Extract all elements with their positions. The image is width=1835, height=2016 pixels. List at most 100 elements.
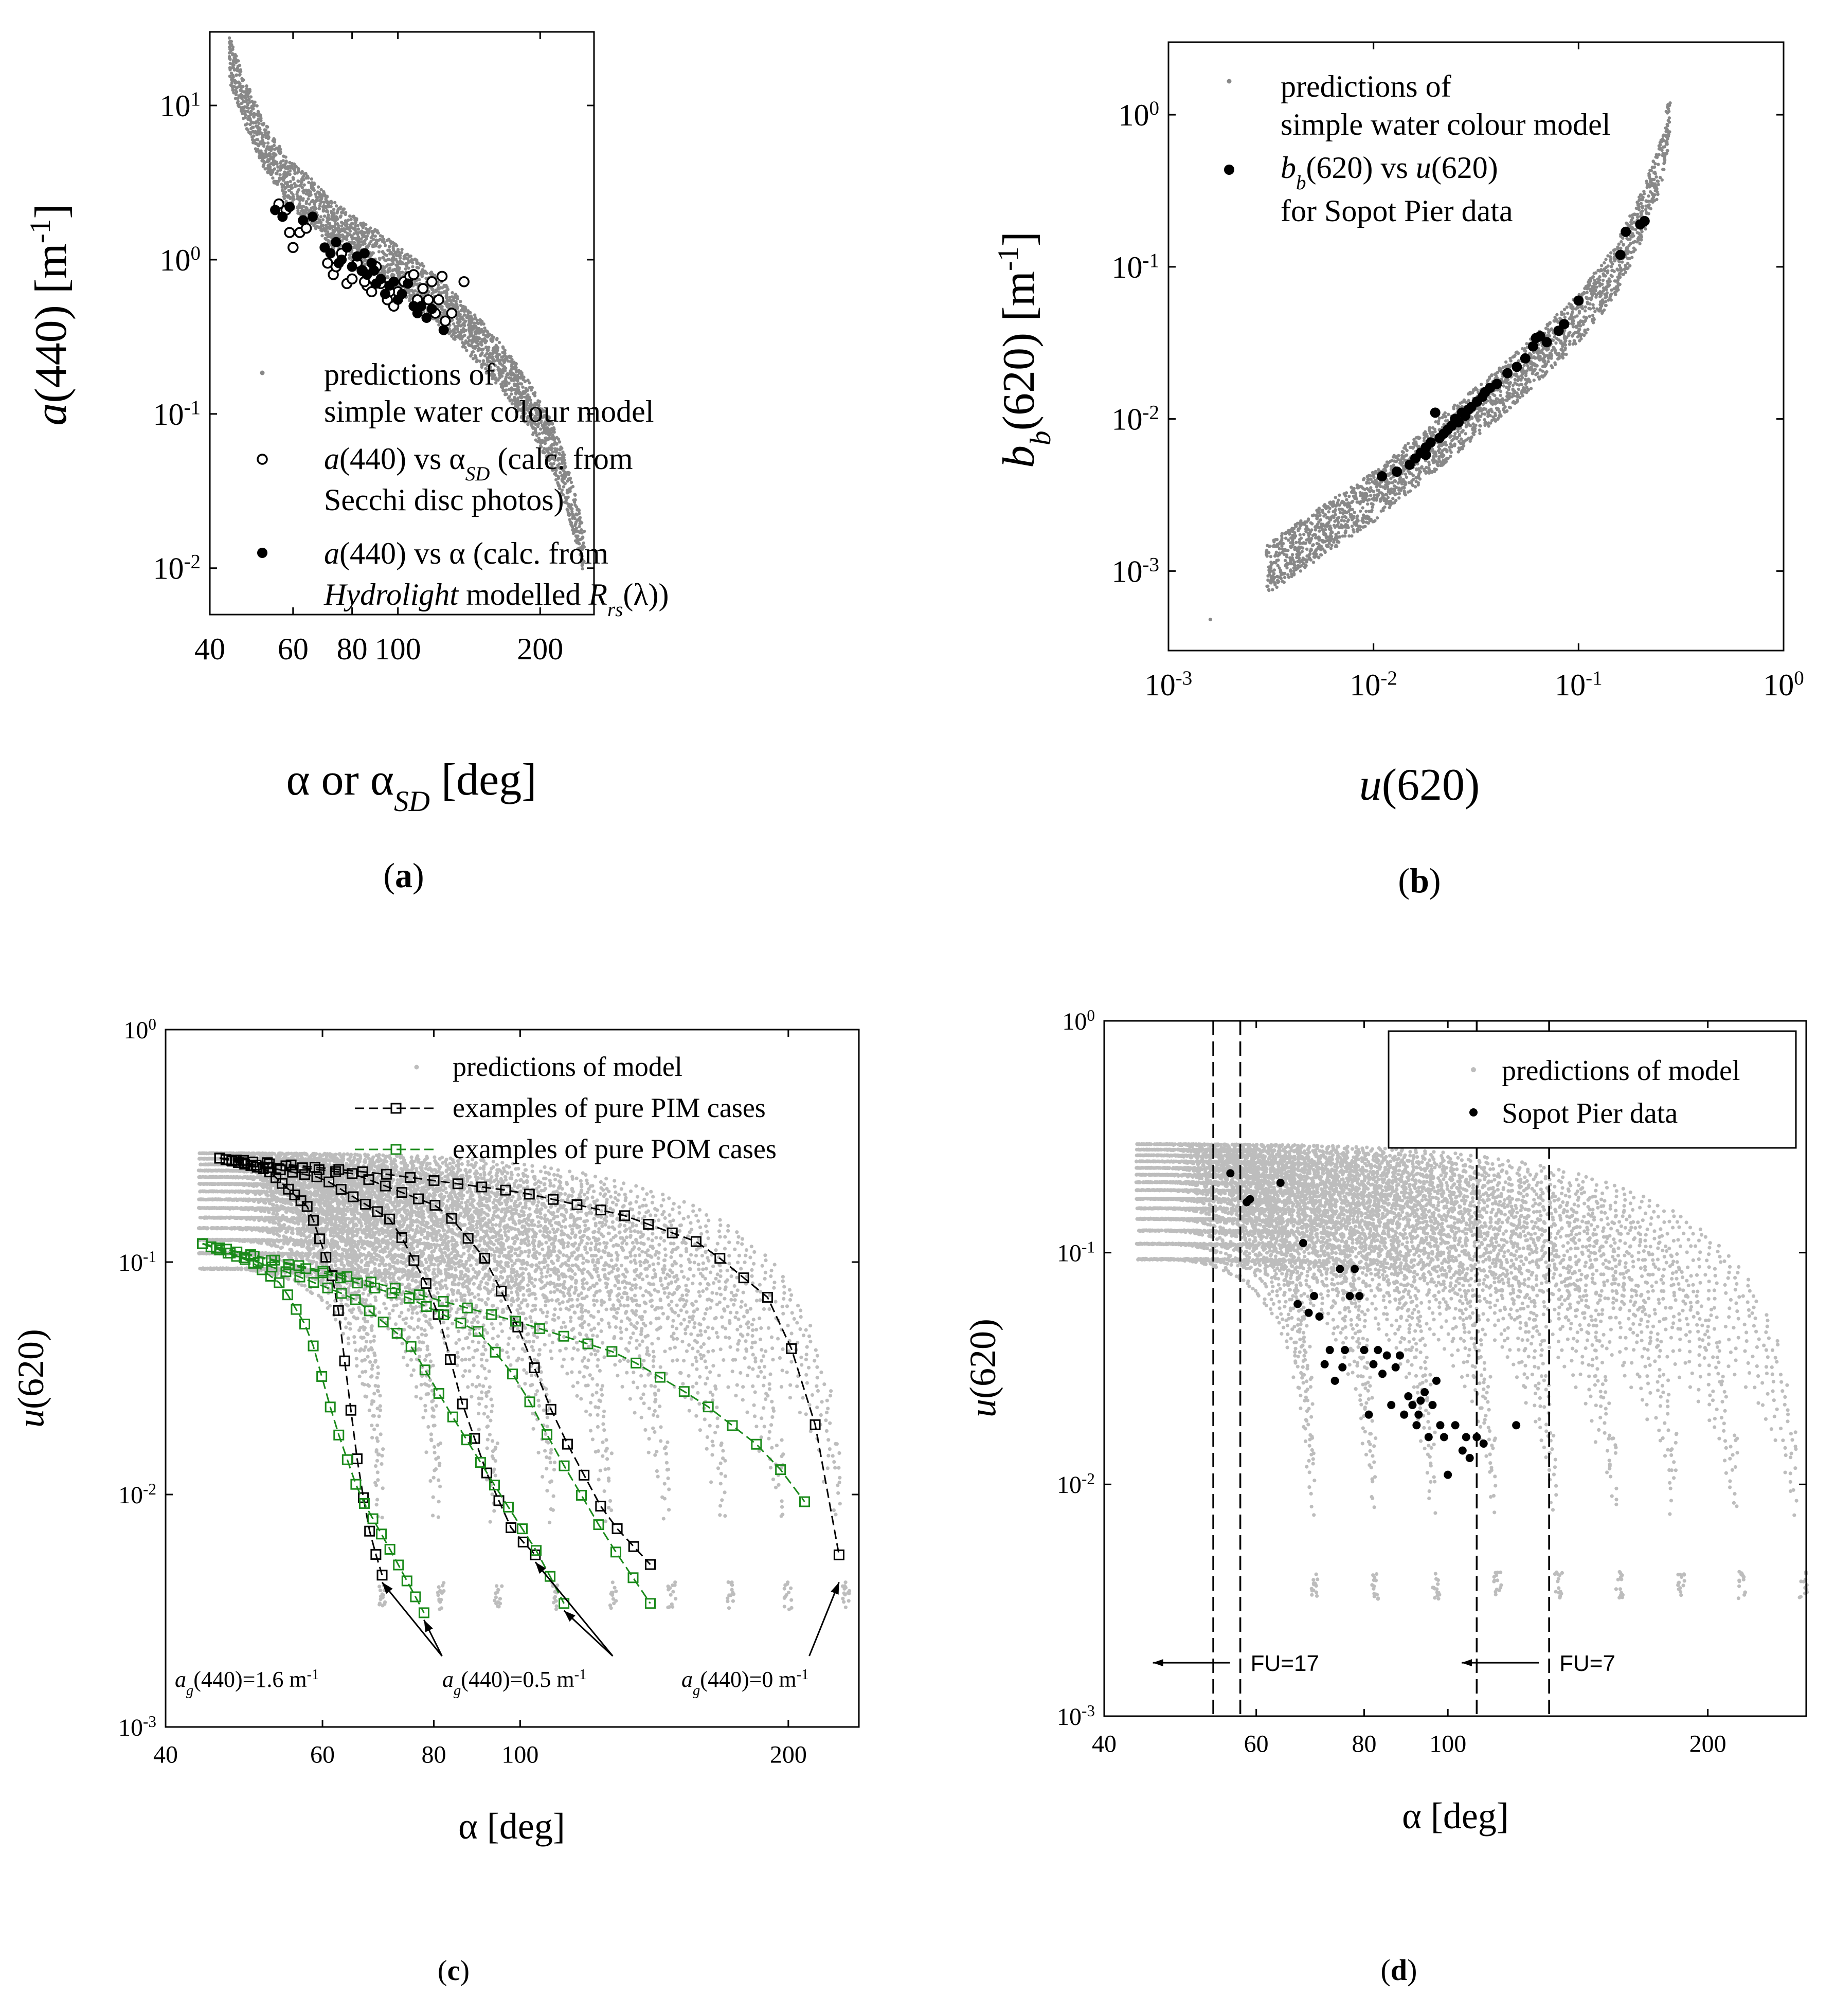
model-point — [271, 176, 274, 179]
model-point — [280, 183, 283, 186]
model-point — [249, 95, 253, 98]
model-point — [302, 191, 305, 194]
model-point — [488, 334, 491, 337]
model-point — [343, 229, 346, 232]
model-point — [242, 78, 245, 81]
model-point — [479, 354, 482, 357]
model-point — [408, 294, 411, 297]
model-point — [330, 211, 333, 214]
model-point — [281, 189, 284, 192]
model-point — [278, 145, 281, 148]
model-point — [261, 136, 264, 139]
model-point — [300, 178, 303, 181]
model-point — [404, 267, 407, 271]
model-point — [319, 215, 322, 218]
model-point — [482, 330, 485, 333]
model-point — [317, 185, 320, 188]
model-point — [326, 210, 329, 213]
model-point — [450, 335, 453, 338]
model-point — [445, 294, 448, 297]
model-point — [389, 263, 392, 266]
model-point — [262, 145, 265, 148]
model-point — [451, 291, 454, 294]
model-point — [462, 327, 465, 330]
model-point — [526, 379, 529, 382]
model-point — [367, 231, 370, 235]
model-point — [397, 273, 400, 276]
model-point — [385, 254, 388, 257]
model-point — [365, 227, 368, 230]
model-point — [364, 223, 367, 226]
model-point — [271, 169, 274, 172]
model-point — [483, 327, 486, 330]
model-point — [247, 106, 250, 110]
model-point — [468, 339, 471, 342]
model-point — [486, 330, 489, 333]
model-point — [296, 209, 299, 212]
model-point — [327, 213, 330, 217]
model-point — [237, 100, 240, 103]
model-point — [514, 384, 517, 387]
model-point — [564, 482, 567, 485]
panel-a: 10-210-110010140 60 80 100 200predictions of… — [24, 32, 669, 895]
model-point — [236, 69, 239, 72]
model-point — [477, 343, 480, 346]
model-point — [301, 170, 304, 173]
model-point — [242, 117, 245, 120]
model-point — [286, 167, 289, 170]
model-point — [344, 213, 347, 216]
model-point — [284, 191, 287, 194]
model-point — [303, 183, 306, 186]
model-point — [570, 503, 573, 506]
model-point — [490, 339, 493, 342]
model-point — [333, 201, 336, 204]
model-point — [459, 300, 462, 303]
model-point — [264, 132, 267, 135]
model-point — [343, 207, 346, 210]
model-point — [302, 205, 305, 208]
model-point — [279, 164, 282, 167]
model-point — [256, 138, 259, 141]
model-point — [473, 321, 476, 325]
model-point — [293, 163, 296, 166]
model-point — [338, 234, 341, 237]
model-point — [495, 379, 498, 382]
model-point — [348, 214, 351, 218]
model-point — [297, 167, 300, 170]
model-point — [390, 242, 393, 245]
model-point — [317, 207, 320, 210]
model-point — [371, 231, 374, 235]
model-point — [577, 508, 580, 511]
model-point — [228, 57, 231, 60]
model-point — [270, 147, 273, 150]
model-point — [494, 381, 497, 384]
model-point — [519, 376, 523, 379]
model-point — [335, 233, 338, 237]
model-point — [244, 123, 247, 127]
model-point — [402, 257, 405, 260]
model-point — [458, 320, 461, 323]
model-point — [574, 523, 577, 526]
model-point — [553, 438, 556, 441]
model-point — [255, 133, 258, 136]
model-point — [516, 374, 519, 377]
model-point — [296, 179, 299, 183]
model-point — [535, 434, 538, 437]
model-point — [383, 269, 386, 273]
model-point — [575, 527, 578, 530]
model-point — [254, 121, 257, 124]
model-point — [533, 391, 536, 394]
model-point — [571, 515, 574, 518]
model-point — [452, 298, 455, 301]
model-point — [500, 355, 503, 358]
model-point — [574, 530, 577, 533]
model-point — [362, 240, 365, 243]
model-point — [231, 45, 235, 48]
model-point — [265, 160, 268, 163]
model-point — [467, 314, 471, 317]
model-point — [301, 197, 304, 200]
model-point — [461, 341, 464, 344]
model-point — [461, 345, 464, 348]
model-point — [283, 164, 286, 167]
model-point — [505, 375, 508, 379]
